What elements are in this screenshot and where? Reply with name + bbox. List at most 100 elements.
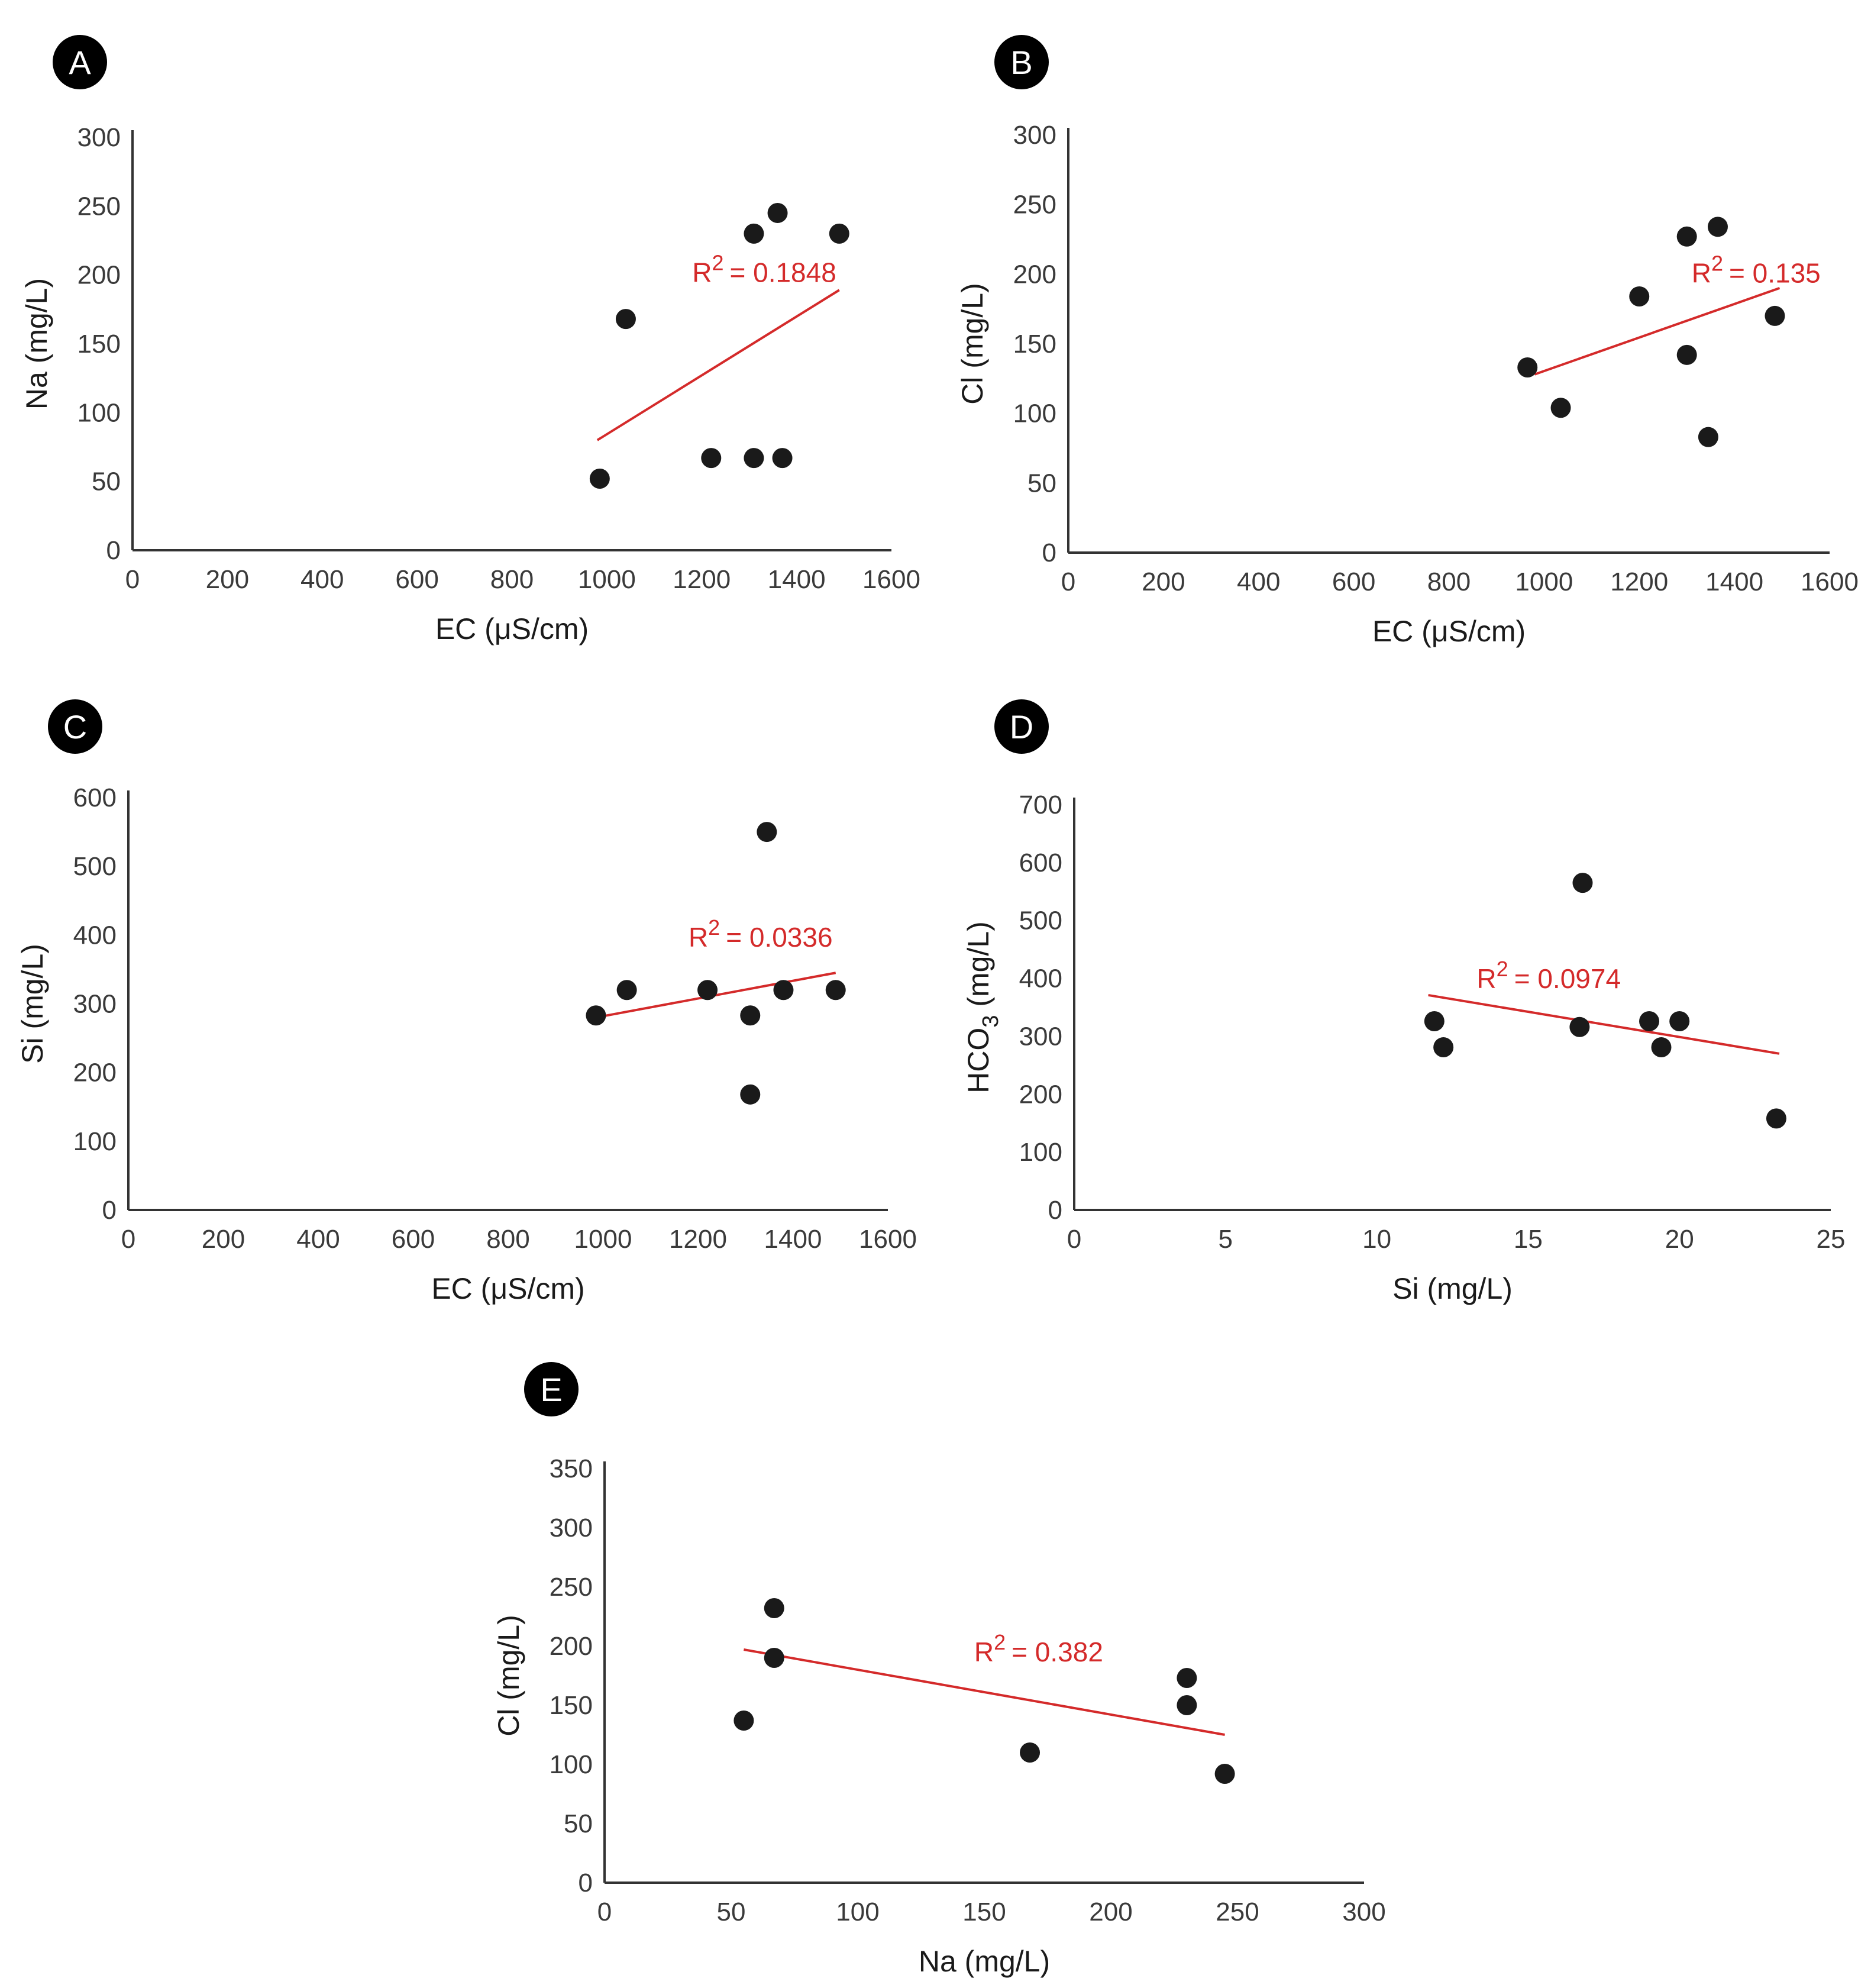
panel-e-x-tick-label: 300 — [1342, 1897, 1385, 1926]
panel-e-y-tick-label: 350 — [550, 1454, 593, 1483]
panel-a-x-tick-label: 1000 — [578, 565, 636, 594]
panel-b-y-tick-label: 250 — [1013, 191, 1056, 220]
panel-b-badge — [994, 35, 1049, 89]
panel-c-data-point — [616, 980, 637, 1001]
panel-e-data-point — [1214, 1764, 1235, 1784]
panel-e-x-tick-label: 100 — [836, 1897, 879, 1926]
panel-e-x-tick-label: 150 — [962, 1897, 1006, 1926]
panel-a-data-point — [744, 448, 764, 469]
panel-d-data-point — [1433, 1037, 1454, 1058]
panel-b-y-tick-label: 100 — [1013, 399, 1056, 428]
panel-c-y-tick-label: 100 — [73, 1127, 117, 1156]
panel-a-data-point — [701, 448, 722, 469]
panel-d-data-point — [1424, 1011, 1445, 1031]
panel-b-x-tick-label: 600 — [1332, 567, 1375, 596]
panel-c-data-point — [697, 980, 718, 1001]
panel-c-x-tick-label: 200 — [202, 1225, 245, 1254]
panel-e-r2-superscript: 2 — [994, 1630, 1006, 1654]
panel-d-y-axis-title-subscript: 3 — [978, 1015, 1003, 1028]
panel-a-r2-superscript: 2 — [712, 250, 723, 275]
panel-a-badge — [53, 35, 107, 89]
panel-d-y-tick-label: 700 — [1019, 790, 1062, 819]
panel-a-x-tick-label: 1400 — [768, 565, 826, 594]
panel-b-y-tick-label: 0 — [1042, 538, 1056, 567]
panel-b-x-tick-label: 1200 — [1610, 567, 1668, 596]
panel-b-r2-value: = 0.135 — [1729, 257, 1821, 288]
panel-d-y-tick-label: 500 — [1019, 906, 1062, 935]
panel-d-r2-symbol: R — [1476, 963, 1496, 994]
panel-b-y-axis-title: Cl (mg/L) — [956, 283, 989, 405]
panel-e-data-point — [764, 1648, 784, 1668]
panel-b-r2-symbol: R — [1692, 257, 1711, 288]
panel-d-data-point — [1651, 1037, 1672, 1058]
panel-b-r2-label: R2 = 0.135 — [1692, 251, 1821, 288]
panel-e-y-tick-label: 0 — [579, 1868, 593, 1897]
panel-b-badge-label: B — [1010, 44, 1032, 81]
panel-b-x-tick-label: 200 — [1142, 567, 1185, 596]
panel-d-x-tick-label: 25 — [1817, 1225, 1846, 1254]
panel-c-r2-label: R2 = 0.0336 — [689, 915, 833, 953]
panel-e-y-tick-label: 250 — [550, 1573, 593, 1602]
panel-b-y-tick-label: 150 — [1013, 330, 1056, 359]
panel-c-y-tick-label: 300 — [73, 990, 117, 1019]
panel-c-y-axis-title-main: Si (mg/L) — [16, 944, 49, 1064]
panel-e-trend-line — [744, 1648, 1225, 1736]
panel-a-x-tick-label: 600 — [395, 565, 438, 594]
panel-a-y-tick-label: 0 — [106, 536, 121, 565]
panel-a-r2-symbol: R — [692, 257, 712, 288]
panel-d-y-axis-title-unit: (mg/L) — [962, 921, 995, 1015]
panel-d-r2-superscript: 2 — [1497, 957, 1508, 981]
panel-d-data-point — [1639, 1011, 1660, 1031]
panel-b-y-tick-label: 300 — [1013, 121, 1056, 150]
panel-c-x-tick-label: 0 — [121, 1225, 135, 1254]
panel-e-y-tick-label: 100 — [550, 1750, 593, 1779]
panel-b-r2-superscript: 2 — [1711, 251, 1723, 275]
panel-e-r2-symbol: R — [974, 1637, 994, 1667]
panel-b-data-point — [1550, 398, 1571, 418]
panel-e-y-axis-title: Cl (mg/L) — [492, 1615, 525, 1737]
panel-b-x-axis-title: EC (μS/cm) — [1372, 615, 1526, 648]
panel-e-x-tick-label: 250 — [1216, 1897, 1259, 1926]
panel-c-data-point — [740, 1084, 761, 1105]
panel-e-y-axis-title-main: Cl (mg/L) — [492, 1615, 525, 1737]
panel-a-r2-label: R2 = 0.1848 — [692, 250, 836, 288]
panel-a-x-tick-label: 200 — [206, 565, 249, 594]
panel-d-x-tick-label: 20 — [1665, 1225, 1694, 1254]
panel-b-data-point — [1676, 226, 1697, 247]
panel-d-data-point — [1572, 873, 1593, 893]
panel-b-x-tick-label: 800 — [1427, 567, 1471, 596]
panel-c-x-tick-label: 400 — [296, 1225, 340, 1254]
panel-a-x-tick-label: 0 — [125, 565, 140, 594]
panel-a-y-tick-label: 200 — [77, 261, 121, 290]
panel-e-data-point — [733, 1711, 754, 1731]
panel-a-data-point — [772, 448, 793, 469]
panel-e-x-tick-label: 0 — [597, 1897, 612, 1926]
panel-c-data-point — [740, 1005, 761, 1026]
panel-a-data-point — [589, 469, 610, 489]
panel-a-x-axis-title: EC (μS/cm) — [435, 612, 589, 646]
panel-d-data-point — [1669, 1011, 1690, 1031]
panel-d-r2-label: R2 = 0.0974 — [1476, 957, 1621, 994]
panel-b-data-point — [1698, 427, 1718, 447]
panel-d-y-axis-title-main: HCO — [962, 1028, 995, 1093]
panel-b-x-tick-label: 0 — [1061, 567, 1075, 596]
panel-c-x-tick-label: 600 — [392, 1225, 435, 1254]
panel-c-y-tick-label: 500 — [73, 852, 117, 881]
panel-b-y-axis-title-main: Cl (mg/L) — [956, 283, 989, 405]
panel-b-x-tick-label: 1000 — [1515, 567, 1573, 596]
panel-c-x-tick-label: 1000 — [574, 1225, 632, 1254]
panel-e-data-point — [1020, 1742, 1040, 1763]
panel-e-r2-value: = 0.382 — [1012, 1637, 1103, 1667]
panel-c-r2-value: = 0.0336 — [726, 922, 832, 953]
panel-a: A 0 200 400 600 800 1000 1200 1400 1600 0 50 100 150 2… — [20, 35, 920, 646]
panel-d-y-tick-label: 0 — [1048, 1196, 1062, 1225]
panel-a-y-tick-label: 100 — [77, 398, 121, 427]
panel-c-data-point — [757, 822, 777, 843]
panel-a-r2-value: = 0.1848 — [729, 257, 836, 288]
panel-b: B 0 200 400 600 800 1000 1200 1400 1600 0 50 100 150 2… — [956, 35, 1859, 648]
panel-d-y-axis-title: HCO3 (mg/L) — [962, 921, 1003, 1093]
panel-c-data-point — [773, 980, 794, 1001]
panel-c-x-tick-label: 1200 — [669, 1225, 727, 1254]
panel-b-y-tick-label: 200 — [1013, 260, 1056, 289]
